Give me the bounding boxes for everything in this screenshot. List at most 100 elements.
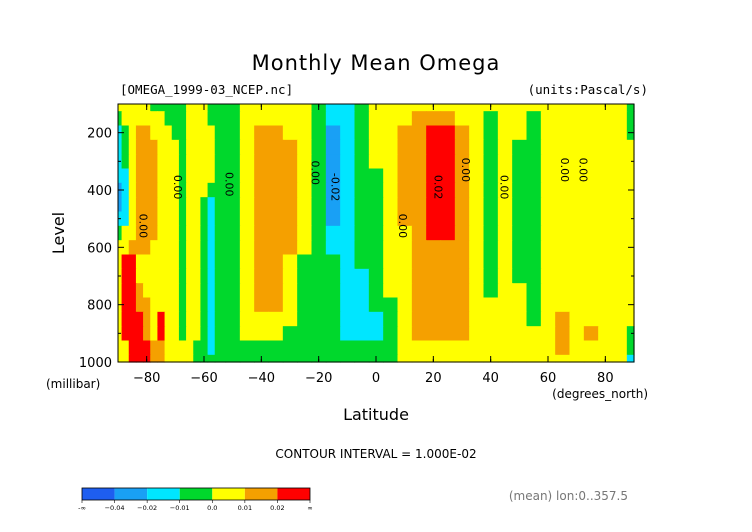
- contour-cell: [583, 182, 599, 198]
- contour-cell: [200, 182, 209, 198]
- contour-cell: [426, 197, 442, 213]
- contour-cell: [325, 240, 341, 256]
- contour-cell: [325, 297, 341, 313]
- colorbar-tick-label: 0.01: [238, 504, 252, 512]
- contour-cell: [483, 111, 499, 127]
- contour-cell: [214, 225, 227, 241]
- contour-cell: [200, 311, 209, 327]
- y-tick-label: 1000: [79, 356, 112, 371]
- contour-cell: [340, 326, 356, 342]
- contour-cell: [383, 326, 399, 342]
- x-tick-label: −60: [190, 371, 217, 386]
- contour-cell: [143, 125, 151, 141]
- contour-cell: [121, 139, 130, 155]
- y-tick-label: 200: [87, 127, 112, 142]
- contour-cell: [225, 326, 241, 342]
- contour-cell: [512, 211, 528, 227]
- contour-cell: [440, 104, 456, 112]
- contour-cell: [121, 182, 130, 198]
- contour-cell: [186, 154, 194, 170]
- contour-cell: [171, 297, 180, 313]
- contour-cell: [497, 311, 513, 327]
- contour-cell: [426, 311, 442, 327]
- contour-cell: [297, 326, 313, 342]
- contour-cell: [239, 326, 255, 342]
- contour-cell: [325, 182, 341, 198]
- contour-cell: [368, 111, 384, 127]
- contour-cell: [383, 340, 399, 356]
- contour-cell: [526, 225, 542, 241]
- colorbar-tick-label: -∞: [78, 504, 86, 512]
- contour-cell: [135, 240, 144, 256]
- contour-cell: [526, 297, 542, 313]
- contour-cell: [569, 197, 585, 213]
- contour-cell: [555, 225, 571, 241]
- contour-cell: [135, 211, 144, 227]
- contour-cell: [128, 125, 137, 141]
- contour-cell: [214, 311, 227, 327]
- contour-cell: [200, 168, 209, 184]
- contour-cell: [483, 225, 499, 241]
- contour-cell: [193, 111, 202, 127]
- contour-cell: [526, 125, 542, 141]
- contour-cell: [454, 125, 470, 141]
- contour-cell: [171, 254, 180, 270]
- contour-cell: [583, 340, 599, 356]
- contour-cell: [297, 168, 313, 184]
- contour-cell: [340, 297, 356, 313]
- contour-cell: [598, 268, 614, 284]
- contour-cell: [164, 354, 173, 363]
- contour-cell: [164, 283, 173, 299]
- contour-cell: [254, 297, 270, 313]
- contour-cell: [626, 211, 635, 227]
- contour-cell: [555, 340, 571, 356]
- contour-cell: [612, 182, 628, 198]
- contour-cell: [268, 225, 284, 241]
- contour-labels: 0.00 0.00 0.00 0.00 -0.02 0.00 0.02 0.00 0.00 0.0…: [136, 158, 589, 238]
- contour-cell: [526, 111, 542, 127]
- contour-cell: [569, 104, 585, 112]
- contour-cell: [598, 111, 614, 127]
- contour-cell: [583, 197, 599, 213]
- contour-cell: [297, 254, 313, 270]
- contour-cell: [368, 240, 384, 256]
- contour-cell: [225, 139, 241, 155]
- contour-cell: [426, 340, 442, 356]
- contour-cell: [178, 154, 187, 170]
- contour-cell: [214, 182, 227, 198]
- contour-cell: [440, 297, 456, 313]
- contour-cell: [214, 211, 227, 227]
- contour-cell: [426, 211, 442, 227]
- contour-cell: [454, 340, 470, 356]
- contour-cell: [171, 168, 180, 184]
- contour-cell: [311, 283, 327, 299]
- contour-label: 0.00: [396, 214, 409, 239]
- file-label: [OMEGA_1999-03_NCEP.nc]: [120, 82, 293, 97]
- contour-cell: [297, 154, 313, 170]
- contour-cell: [512, 225, 528, 241]
- contour-cell: [207, 168, 216, 184]
- contour-cell: [200, 225, 209, 241]
- contour-cell: [569, 354, 585, 363]
- contour-cell: [483, 297, 499, 313]
- contour-cell: [612, 254, 628, 270]
- contour-cell: [426, 240, 442, 256]
- contour-cell: [483, 168, 499, 184]
- contour-cell: [193, 326, 202, 342]
- contour-cell: [135, 104, 144, 112]
- contour-cell: [135, 297, 144, 313]
- contour-cell: [200, 139, 209, 155]
- contour-cell: [583, 254, 599, 270]
- contour-cell: [440, 211, 456, 227]
- contour-cell: [282, 240, 298, 256]
- contour-cell: [497, 182, 513, 198]
- contour-cell: [311, 254, 327, 270]
- contour-cell: [340, 139, 356, 155]
- contour-cell: [164, 104, 173, 112]
- contour-cell: [128, 182, 137, 198]
- contour-cell: [225, 211, 241, 227]
- contour-cell: [583, 225, 599, 241]
- contour-cell: [483, 326, 499, 342]
- contour-cell: [178, 211, 187, 227]
- contour-cell: [128, 311, 137, 327]
